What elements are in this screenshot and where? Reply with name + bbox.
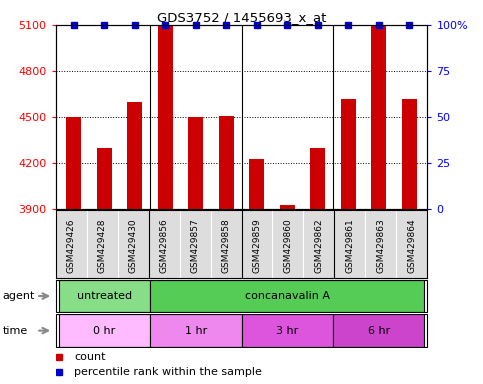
Title: GDS3752 / 1455693_x_at: GDS3752 / 1455693_x_at (157, 11, 326, 24)
Text: GSM429863: GSM429863 (376, 218, 385, 273)
Text: 3 hr: 3 hr (276, 326, 298, 336)
Text: GSM429861: GSM429861 (345, 218, 355, 273)
Text: GSM429430: GSM429430 (128, 218, 138, 273)
Bar (249, 159, 264, 209)
Text: agent: agent (2, 291, 35, 301)
Text: GSM429428: GSM429428 (98, 218, 107, 273)
Bar (127, 102, 142, 209)
Bar (242, 314, 333, 347)
Text: 6 hr: 6 hr (368, 326, 390, 336)
Text: concanavalin A: concanavalin A (245, 291, 330, 301)
Bar (341, 99, 356, 209)
Bar (219, 116, 234, 209)
Text: GSM429859: GSM429859 (253, 218, 261, 273)
Text: time: time (2, 326, 28, 336)
Bar (56, 314, 427, 347)
Text: GSM429858: GSM429858 (222, 218, 230, 273)
Text: GSM429864: GSM429864 (408, 218, 416, 273)
Bar (97, 148, 112, 209)
Text: 1 hr: 1 hr (185, 326, 207, 336)
Text: GSM429860: GSM429860 (284, 218, 293, 273)
Bar (157, 26, 173, 209)
Text: GSM429426: GSM429426 (67, 218, 75, 273)
Bar (150, 314, 242, 347)
Bar (401, 99, 417, 209)
Text: 0 hr: 0 hr (93, 326, 115, 336)
Text: percentile rank within the sample: percentile rank within the sample (74, 367, 262, 377)
Text: count: count (74, 352, 106, 362)
Text: GSM429862: GSM429862 (314, 218, 324, 273)
Bar (150, 280, 425, 312)
Text: untreated: untreated (77, 291, 132, 301)
Text: GSM429856: GSM429856 (159, 218, 169, 273)
Bar (333, 314, 425, 347)
Bar (66, 117, 82, 209)
Bar (371, 26, 386, 209)
Bar (188, 117, 203, 209)
Bar (310, 148, 326, 209)
Bar (56, 280, 427, 312)
Bar (280, 205, 295, 209)
Bar (58, 280, 150, 312)
Bar (58, 314, 150, 347)
Text: GSM429857: GSM429857 (190, 218, 199, 273)
